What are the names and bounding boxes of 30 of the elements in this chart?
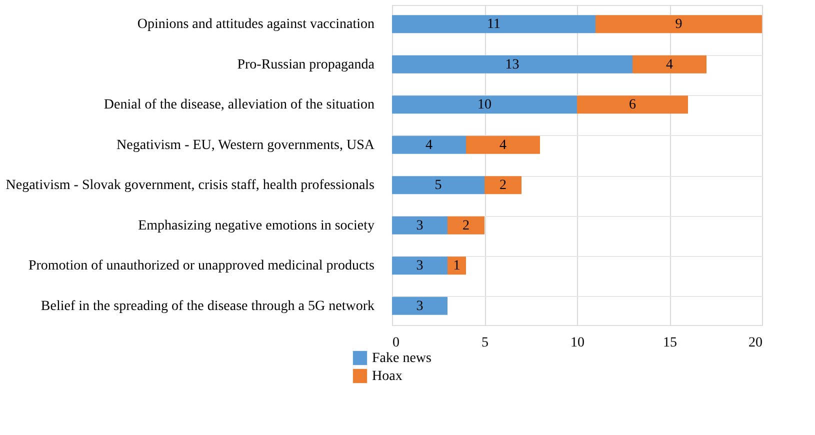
data-label: 6 xyxy=(629,98,636,113)
x-tick-label: 15 xyxy=(663,336,677,350)
x-tick-label: 10 xyxy=(570,336,584,350)
y-tick-label: Emphasizing negative emotions in society xyxy=(138,218,374,234)
data-label: 3 xyxy=(416,218,424,234)
y-tick-label: Negativism - Slovak government, crisis staff, health professionals xyxy=(6,178,374,194)
data-label: 3 xyxy=(416,258,424,274)
y-tick-label: Promotion of unauthorized or unapproved medicinal products xyxy=(28,258,374,274)
data-label: 10 xyxy=(478,98,492,113)
y-tick-label: Pro-Russian propaganda xyxy=(237,57,376,72)
data-label: 4 xyxy=(500,138,506,153)
x-tick-label: 5 xyxy=(482,336,488,350)
legend-label: Hoax xyxy=(372,369,402,384)
legend-label: Fake news xyxy=(372,351,432,366)
y-tick-label: Negativism - EU, Western governments, USA xyxy=(116,138,376,153)
data-label: 1 xyxy=(453,258,460,274)
data-label: 13 xyxy=(505,57,520,72)
x-tick-label: 20 xyxy=(748,336,762,350)
data-label: 11 xyxy=(487,17,500,32)
y-tick-label: Opinions and attitudes against vaccination xyxy=(137,17,374,32)
data-label: 9 xyxy=(675,17,682,32)
data-label: 4 xyxy=(666,57,673,72)
y-tick-label: Belief in the spreading of the disease through a 5G network xyxy=(40,298,374,314)
data-label: 2 xyxy=(462,218,470,234)
data-label: 2 xyxy=(500,178,506,194)
y-tick-label: Denial of the disease, alleviation of the situation xyxy=(104,98,374,113)
data-label: 4 xyxy=(426,138,432,153)
x-tick-label: 0 xyxy=(392,336,400,350)
data-label: 3 xyxy=(416,298,424,314)
data-label: 5 xyxy=(434,178,442,194)
